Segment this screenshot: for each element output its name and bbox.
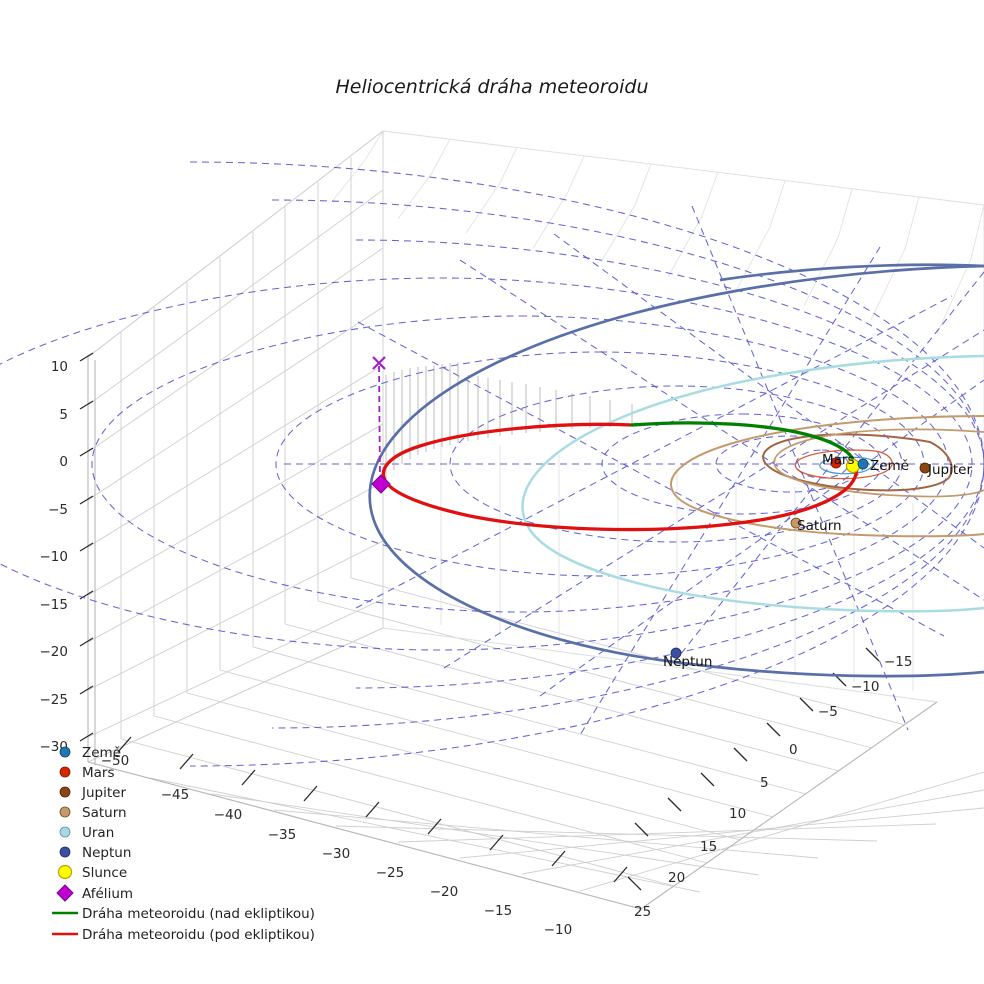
body-label-neptun: Neptun — [663, 654, 712, 670]
y-tick-label: 10 — [729, 806, 746, 822]
legend-item-slunce[interactable]: Slunce — [57, 864, 128, 881]
z-tick-label: −5 — [48, 502, 68, 518]
legend-item-neptun[interactable]: Neptun — [59, 845, 131, 861]
neptun-orbit — [368, 264, 984, 678]
x-tick-label: −10 — [544, 922, 573, 938]
circle-marker-icon — [59, 806, 71, 818]
diamond-marker-icon — [56, 884, 74, 902]
y-tick-label: 15 — [700, 839, 717, 855]
page-title: Heliocentrická dráha meteoroidu — [335, 76, 648, 98]
body-label-jupiter: Jupiter — [927, 462, 972, 478]
body-markers-group: Neptun Saturn Jupiter Mars Země — [663, 452, 972, 670]
circle-marker-icon — [59, 786, 71, 798]
aphelion-group — [371, 356, 391, 494]
z-axis-ticks: 10 5 0 −5 −10 −15 −20 −25 −30 — [40, 352, 94, 755]
axis-spines — [87, 357, 938, 910]
body-marker-neptun — [670, 647, 682, 659]
zeme-orbit — [819, 456, 875, 475]
x-tick-label: −50 — [101, 753, 130, 769]
saturn-orbit — [670, 415, 984, 538]
legend-item-uran[interactable]: Uran — [59, 825, 114, 841]
z-tick-label: −25 — [40, 692, 69, 708]
saturn-orbit-inner — [773, 428, 984, 498]
meteoroid-orbit-below-ecliptic — [381, 422, 858, 532]
body-marker-mars — [830, 457, 842, 469]
body-label-zeme: Země — [870, 458, 909, 474]
x-tick-label: −15 — [484, 903, 513, 919]
mars-orbit — [794, 449, 893, 480]
legend: Země Mars Jupiter Saturn Uran Neptun — [52, 745, 315, 943]
y-tick-label: 20 — [668, 870, 685, 886]
body-label-mars: Mars — [822, 452, 855, 468]
meteoroid-orbit-above-ecliptic — [630, 421, 856, 464]
legend-label: Dráha meteoroidu (pod ekliptikou) — [82, 927, 315, 943]
aphelion-projection-marker — [372, 356, 386, 370]
z-tick-label: 0 — [59, 454, 68, 470]
circle-marker-icon — [59, 846, 71, 858]
legend-label: Jupiter — [81, 785, 126, 801]
legend-label: Saturn — [82, 805, 127, 821]
circle-marker-icon — [59, 766, 71, 778]
polar-reference-grid — [0, 161, 984, 767]
y-tick-label: −10 — [851, 679, 880, 695]
x-tick-label: −40 — [214, 807, 243, 823]
x-tick-label: −45 — [161, 787, 190, 803]
z-tick-label: 10 — [51, 359, 68, 375]
legend-item-orbit-above[interactable]: Dráha meteoroidu (nad ekliptikou) — [52, 906, 315, 922]
legend-item-orbit-below[interactable]: Dráha meteoroidu (pod ekliptikou) — [52, 927, 315, 943]
z-tick-label: −10 — [40, 549, 69, 565]
neptun-orbit-far — [719, 263, 984, 282]
sun-marker-icon — [57, 864, 73, 880]
legend-label: Slunce — [82, 865, 127, 881]
y-axis-ticks: −15 −10 −5 0 5 10 15 20 25 — [627, 647, 913, 920]
x-tick-label: −20 — [430, 884, 459, 900]
x-tick-label: −35 — [268, 827, 297, 843]
legend-label: Afélium — [82, 886, 133, 902]
z-tick-label: −15 — [40, 597, 69, 613]
y-axis-spine — [640, 701, 938, 910]
body-marker-jupiter — [919, 462, 931, 474]
legend-label: Uran — [82, 825, 114, 841]
z-tick-label: −20 — [40, 644, 69, 660]
legend-item-jupiter[interactable]: Jupiter — [59, 785, 126, 801]
x-axis-spine — [87, 761, 642, 910]
y-tick-label: −5 — [818, 704, 838, 720]
circle-marker-icon — [59, 746, 71, 758]
circle-marker-icon — [59, 826, 71, 838]
z-tick-label: 5 — [59, 407, 68, 423]
x-tick-label: −25 — [376, 865, 405, 881]
body-marker-zeme — [857, 458, 869, 470]
legend-label: Dráha meteoroidu (nad ekliptikou) — [82, 906, 315, 922]
y-tick-label: 25 — [634, 904, 651, 920]
legend-item-afelium[interactable]: Afélium — [56, 884, 133, 902]
x-tick-label: −30 — [322, 846, 351, 862]
legend-label: Mars — [82, 765, 115, 781]
aphelion-diamond-marker — [371, 474, 391, 494]
body-marker-saturn — [790, 517, 802, 529]
legend-label: Země — [82, 745, 121, 761]
legend-item-saturn[interactable]: Saturn — [59, 805, 127, 821]
legend-item-mars[interactable]: Mars — [59, 765, 115, 781]
y-tick-label: 0 — [789, 742, 798, 758]
y-tick-label: −15 — [884, 654, 913, 670]
legend-item-zeme[interactable]: Země — [59, 745, 121, 761]
y-tick-label: 5 — [760, 775, 769, 791]
x-axis-ticks: −50 −45 −40 −35 −30 −25 −20 −15 −10 — [101, 736, 628, 938]
body-label-saturn: Saturn — [797, 518, 842, 534]
legend-label: Neptun — [82, 845, 131, 861]
